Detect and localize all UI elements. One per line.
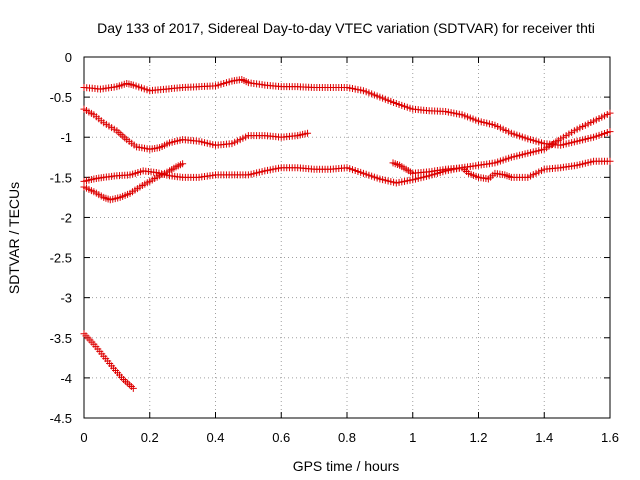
series-track-3 — [80, 109, 614, 187]
series-track-2 — [80, 105, 312, 153]
x-tick-label: 1.2 — [469, 430, 487, 445]
y-tick-label: -2 — [60, 210, 72, 225]
data-point-marker — [606, 109, 614, 117]
x-tick-label: 0.2 — [141, 430, 159, 445]
y-tick-label: -4.5 — [50, 411, 72, 426]
y-tick-label: -1.5 — [50, 170, 72, 185]
x-tick-label: 0 — [80, 430, 87, 445]
grid-lines — [84, 57, 610, 418]
x-tick-label: 1 — [409, 430, 416, 445]
y-axis-label: SDTVAR / TECUs — [6, 182, 22, 294]
series-track-5 — [389, 157, 614, 183]
data-series — [80, 75, 614, 392]
x-axis-label: GPS time / hours — [293, 458, 400, 474]
x-tick-label: 0.4 — [206, 430, 224, 445]
x-tick-label: 1.4 — [535, 430, 553, 445]
y-tick-label: -3.5 — [50, 331, 72, 346]
chart-title: Day 133 of 2017, Sidereal Day-to-day VTE… — [97, 20, 595, 36]
x-tick-label: 0.8 — [338, 430, 356, 445]
y-tick-label: -2.5 — [50, 251, 72, 266]
data-point-marker — [606, 157, 614, 165]
data-point-marker — [179, 160, 187, 168]
axis-ticks: 0 0.2 0.4 0.6 0.8 1 1.2 1.4 1.6 0 -0.5 -1 -1.5 -2 -2.5… — [50, 50, 619, 445]
data-point-marker — [129, 384, 137, 392]
series-track-4 — [80, 160, 187, 204]
series-track-6 — [80, 330, 137, 392]
y-tick-label: 0 — [65, 50, 72, 65]
y-tick-label: -0.5 — [50, 90, 72, 105]
y-tick-label: -3 — [60, 291, 72, 306]
y-tick-label: -4 — [60, 371, 72, 386]
data-point-marker — [304, 129, 312, 137]
x-tick-label: 1.6 — [601, 430, 619, 445]
x-tick-label: 0.6 — [272, 430, 290, 445]
data-point-marker — [606, 128, 614, 136]
series-track-1 — [80, 75, 614, 149]
y-tick-label: -1 — [60, 130, 72, 145]
